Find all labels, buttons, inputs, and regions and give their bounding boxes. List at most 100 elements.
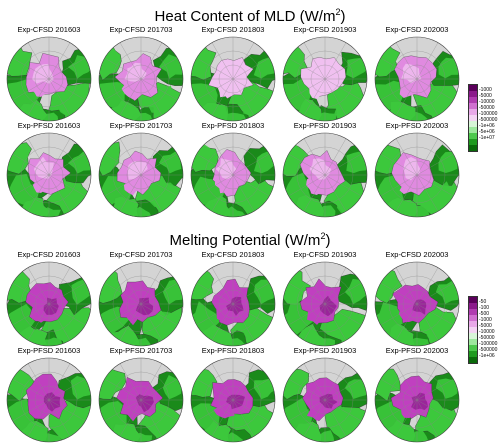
panel-label: Exp-PFSD 201903: [293, 346, 357, 355]
polar-map: [190, 132, 276, 218]
colorbar-segment: [468, 339, 478, 345]
map-panel: Exp-CFSD 201903: [278, 25, 372, 122]
panel-label: Exp-PFSD 201803: [201, 346, 265, 355]
colorbar-segment: [468, 133, 478, 139]
colorbar-segment: [468, 357, 478, 364]
colorbar-segment: [468, 84, 478, 91]
panel-label: Exp-CFSD 201803: [201, 25, 265, 34]
map-border: [6, 36, 92, 122]
colorbar-tick-label: -100: [479, 305, 490, 311]
map-panel: Exp-PFSD 201803: [186, 121, 280, 218]
map-border: [6, 261, 92, 347]
map-panel: Exp-PFSD 201603: [2, 121, 96, 218]
panel-label: Exp-CFSD 201903: [293, 25, 357, 34]
map-border: [6, 357, 92, 443]
colorbar-tick-label: -1000: [479, 317, 492, 323]
polar-map: [282, 261, 368, 347]
colorbar-segment: [468, 91, 478, 97]
panel-label: Exp-PFSD 201903: [293, 121, 357, 130]
colorbar-segment: [468, 139, 478, 145]
map-panel: Exp-CFSD 201903: [278, 250, 372, 347]
polar-map: [374, 261, 460, 347]
polar-map: [282, 132, 368, 218]
panel-label: Exp-PFSD 202003: [385, 121, 449, 130]
panel-label: Exp-CFSD 201603: [17, 250, 81, 259]
map-panel: Exp-PFSD 201803: [186, 346, 280, 443]
map-panel: Exp-CFSD 201703: [94, 250, 188, 347]
colorbar-tick-label: -5000: [479, 93, 492, 99]
map-border: [282, 36, 368, 122]
colorbar-segment: [468, 327, 478, 333]
polar-map: [282, 357, 368, 443]
map-border: [374, 261, 460, 347]
panel-label: Exp-CFSD 201703: [109, 25, 173, 34]
polar-map: [6, 132, 92, 218]
panel-label: Exp-CFSD 202003: [385, 25, 449, 34]
colorbar-tick-label: -1e+07: [479, 135, 495, 141]
map-border: [282, 132, 368, 218]
colorbar-tick-label: -500000: [479, 117, 498, 123]
map-border: [282, 357, 368, 443]
polar-map: [190, 357, 276, 443]
map-panel: Exp-PFSD 201703: [94, 346, 188, 443]
polar-map: [98, 261, 184, 347]
colorbar-tick-label: -500000: [479, 347, 498, 353]
polar-map: [374, 357, 460, 443]
map-border: [190, 357, 276, 443]
colorbar-tick-label: -50000: [479, 335, 495, 341]
map-border: [190, 132, 276, 218]
map-panel: Exp-PFSD 201703: [94, 121, 188, 218]
panel-label: Exp-PFSD 201603: [17, 121, 81, 130]
colorbar-segment: [468, 309, 478, 315]
panel-label: Exp-CFSD 202003: [385, 250, 449, 259]
colorbar-segment: [468, 109, 478, 115]
polar-map: [374, 132, 460, 218]
colorbar-tick-label: -1000: [479, 87, 492, 93]
map-panel: Exp-PFSD 202003: [370, 121, 464, 218]
map-panel: Exp-PFSD 201603: [2, 346, 96, 443]
colorbar-segment: [468, 303, 478, 309]
polar-map: [6, 36, 92, 122]
polar-map: [6, 261, 92, 347]
colorbar-segment: [468, 315, 478, 321]
polar-map: [282, 36, 368, 122]
polar-map: [98, 36, 184, 122]
colorbar-segment: [468, 145, 478, 152]
colorbar-tick-label: -10000: [479, 329, 495, 335]
land-mass: [214, 103, 249, 121]
polar-map: [190, 36, 276, 122]
colorbar-segment: [468, 351, 478, 357]
colorbar-segment: [468, 121, 478, 127]
map-panel: Exp-CFSD 201803: [186, 25, 280, 122]
panel-label: Exp-PFSD 201803: [201, 121, 265, 130]
colorbar-segment: [468, 345, 478, 351]
colorbar-segment: [468, 333, 478, 339]
colorbar-segment: [468, 296, 478, 303]
section-title-heat-content: Heat Content of MLD (W/m2): [154, 7, 346, 25]
map-border: [190, 261, 276, 347]
colorbar-tick-label: -500: [479, 311, 490, 317]
polar-map: [374, 36, 460, 122]
map-panel: Exp-CFSD 201603: [2, 25, 96, 122]
colorbar-tick-label: -50000: [479, 105, 495, 111]
colorbar-tick-label: -5000: [479, 323, 492, 329]
colorbar-tick-label: -50: [479, 299, 487, 305]
map-panel: Exp-CFSD 202003: [370, 250, 464, 347]
colorbar-segment: [468, 97, 478, 103]
map-border: [374, 132, 460, 218]
colorbar-tick-label: -100000: [479, 111, 498, 117]
map-panel: Exp-CFSD 201603: [2, 250, 96, 347]
colorbar-tick-label: -1e+06: [479, 123, 495, 129]
map-border: [374, 36, 460, 122]
colorbar: -1000 -5000 -10000 -50000 -100000 -500000 -1e+…: [468, 84, 497, 152]
panel-label: Exp-CFSD 201803: [201, 250, 265, 259]
panel-label: Exp-PFSD 202003: [385, 346, 449, 355]
polar-map: [6, 357, 92, 443]
map-border: [282, 261, 368, 347]
colorbar-tick-label: -1e+06: [479, 353, 495, 359]
panel-label: Exp-CFSD 201603: [17, 25, 81, 34]
map-panel: Exp-PFSD 202003: [370, 346, 464, 443]
polar-map: [98, 132, 184, 218]
map-border: [98, 36, 184, 122]
map-panel: Exp-CFSD 201703: [94, 25, 188, 122]
